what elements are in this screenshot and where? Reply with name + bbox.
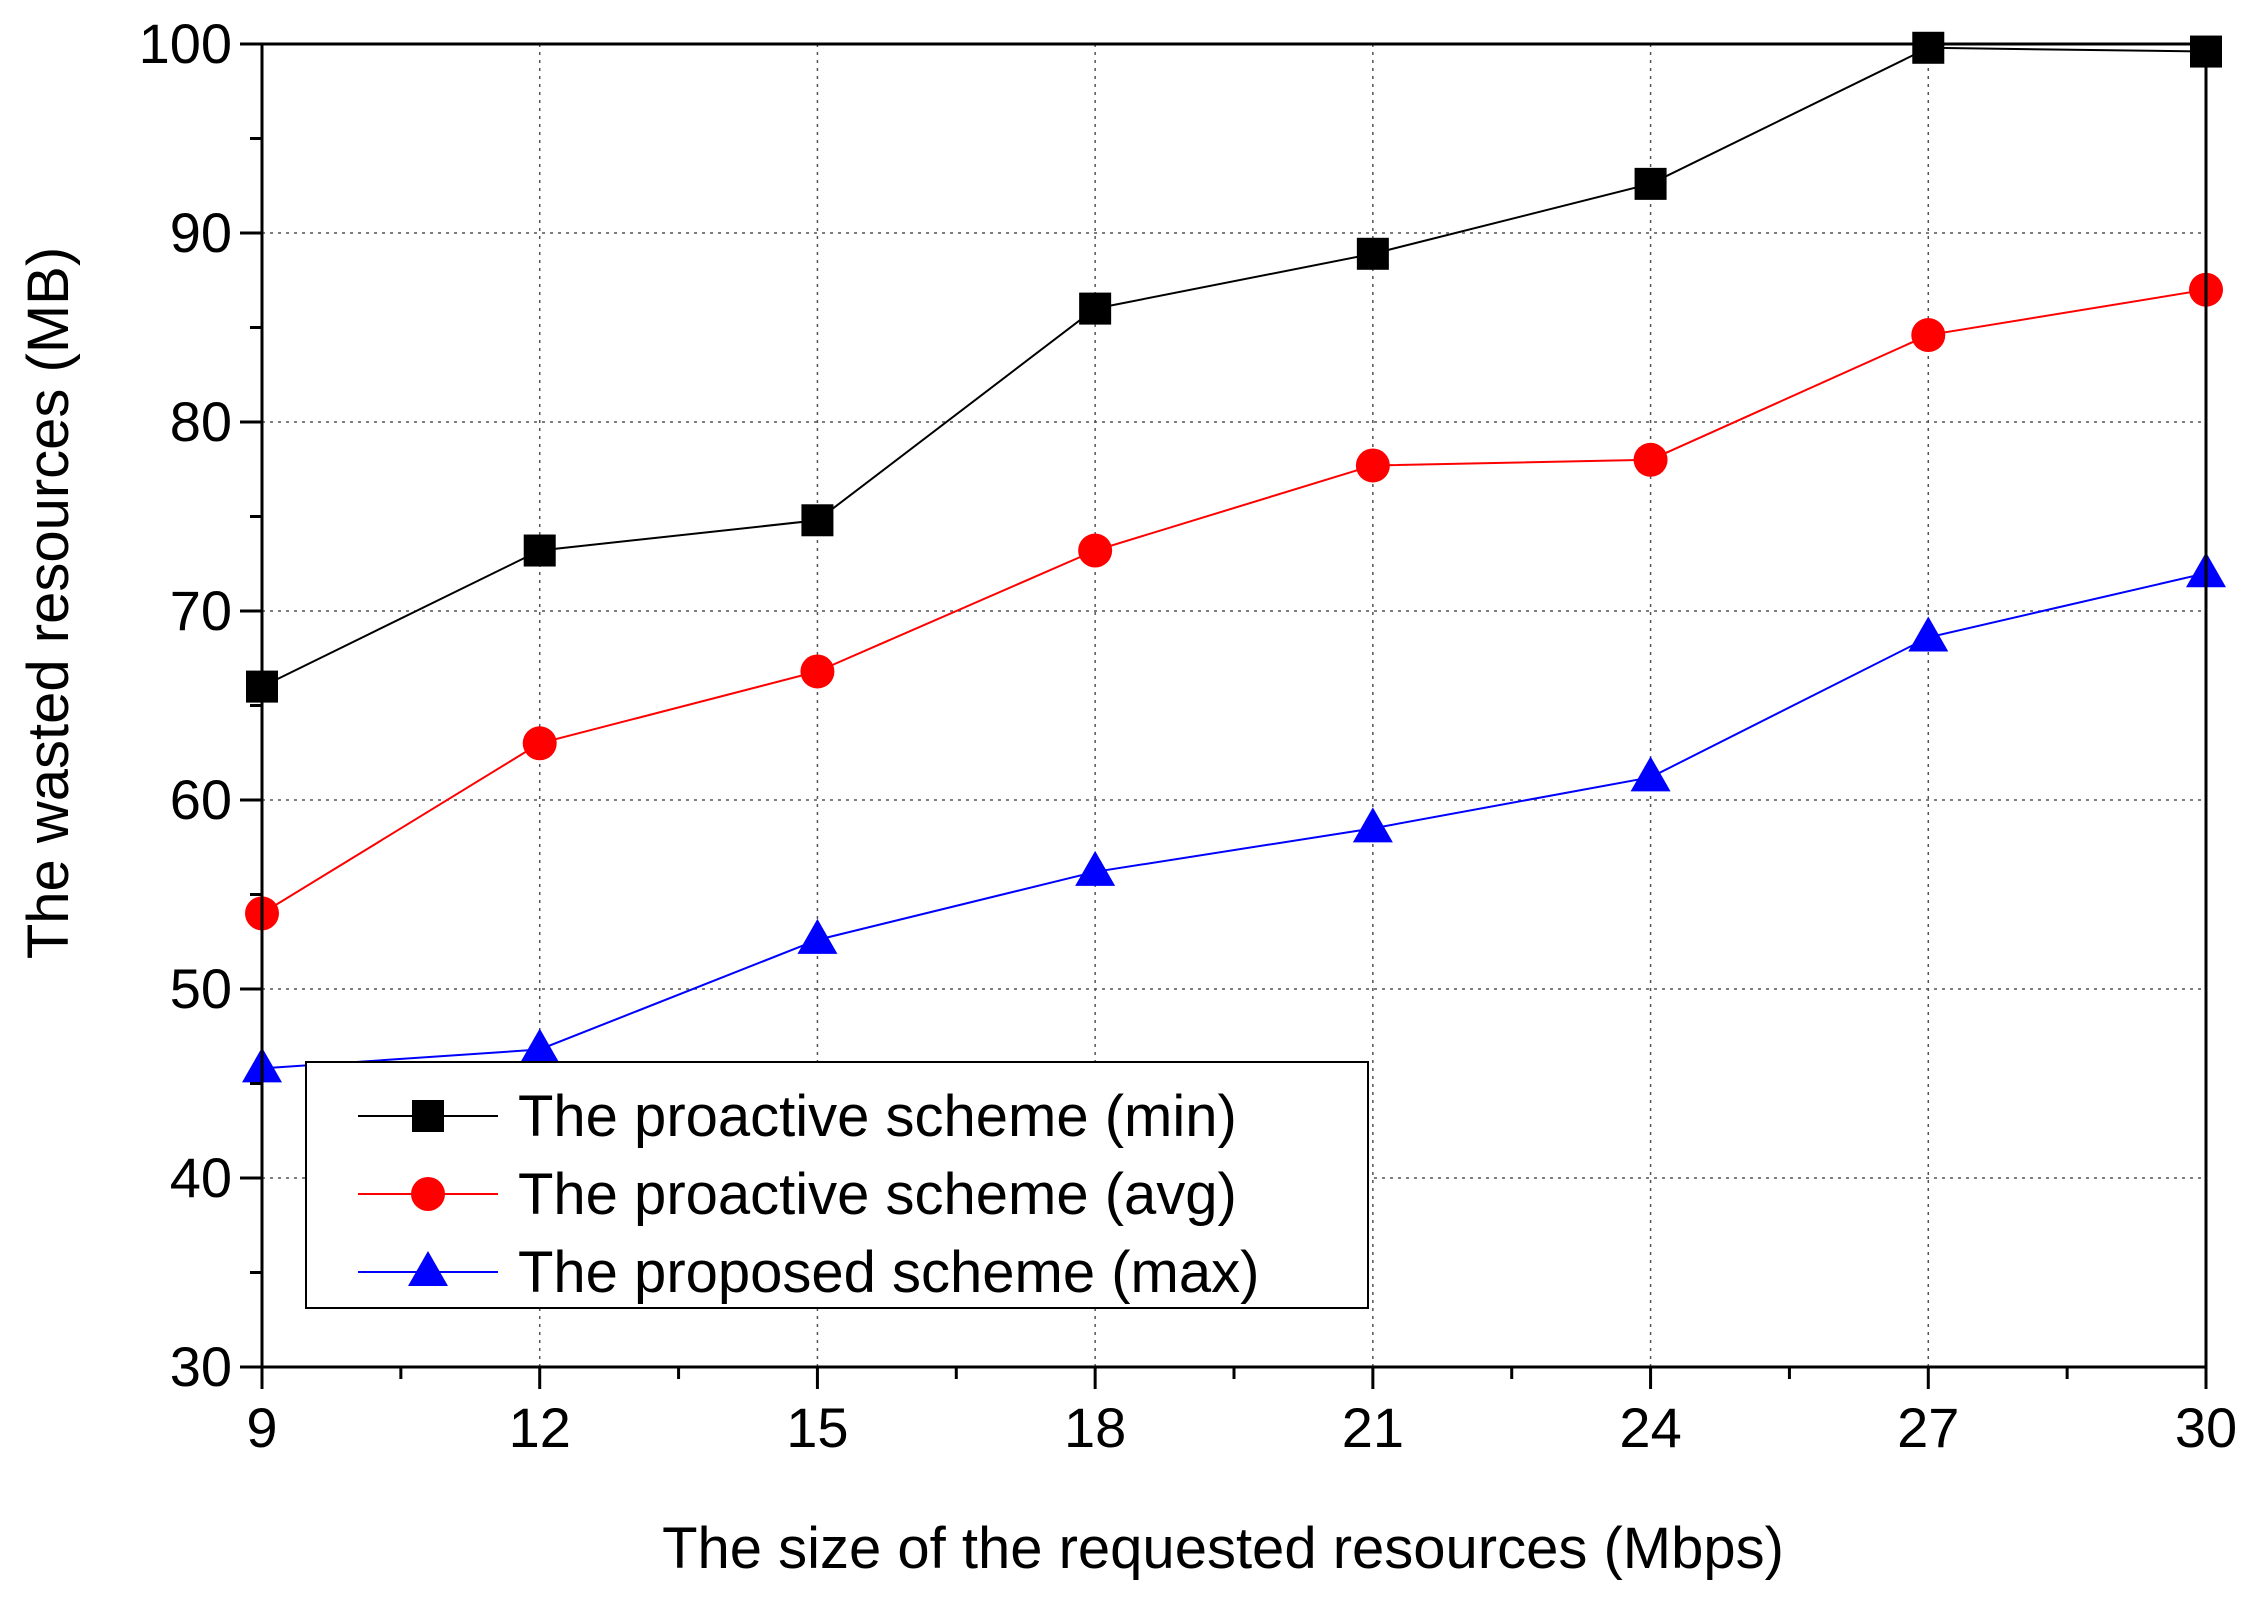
legend-marker-triangle (408, 1251, 448, 1286)
data-point-triangle (1908, 616, 1949, 652)
data-point-square (1356, 237, 1389, 270)
data-point-triangle (1075, 850, 1116, 886)
data-point-triangle (519, 1028, 560, 1064)
y-tick-label: 70 (170, 579, 232, 642)
legend-label: The proposed scheme (max) (518, 1240, 1259, 1305)
y-axis-label: The wasted resources (MB) (16, 247, 81, 959)
series-2 (245, 272, 2223, 931)
data-point-square (523, 534, 556, 567)
series-line (261, 46, 2207, 688)
series-line (261, 288, 2207, 915)
x-tick-label: 12 (509, 1396, 571, 1459)
data-point-circle (800, 654, 835, 689)
series-line (261, 572, 2207, 1070)
legend: The proactive scheme (min) The proactive … (305, 1061, 1369, 1309)
y-tick-label: 60 (170, 768, 232, 831)
data-point-square (801, 504, 834, 537)
data-point-triangle (1352, 807, 1393, 843)
x-tick-label: 18 (1064, 1396, 1126, 1459)
y-tick-label: 80 (170, 390, 232, 453)
legend-marker-circle (411, 1177, 445, 1211)
x-tick-label: 30 (2175, 1396, 2237, 1459)
y-tick-label: 90 (170, 201, 232, 264)
data-point-circle (522, 726, 557, 761)
data-point-square (1634, 167, 1667, 200)
data-point-triangle (797, 918, 838, 954)
x-tick-label: 27 (1897, 1396, 1959, 1459)
legend-marker-square (412, 1100, 444, 1132)
y-tick-label: 30 (170, 1335, 232, 1398)
y-tick-labels: 30 40 50 60 70 80 90 100 (139, 12, 232, 1398)
data-point-circle (1078, 533, 1113, 568)
axis-ticks (240, 42, 2208, 1389)
data-point-circle (1355, 448, 1390, 483)
legend-label: The proactive scheme (avg) (518, 1162, 1237, 1227)
legend-box (305, 1061, 1369, 1309)
x-axis-label: The size of the requested resources (Mbp… (662, 1516, 1784, 1581)
x-tick-labels: 9 12 15 18 21 24 27 30 (246, 1396, 2237, 1459)
data-point-square (1912, 31, 1945, 64)
y-tick-label: 100 (139, 12, 232, 75)
x-tick-label: 9 (246, 1396, 277, 1459)
y-tick-label: 40 (170, 1146, 232, 1209)
x-tick-label: 21 (1342, 1396, 1404, 1459)
y-tick-label: 50 (170, 957, 232, 1020)
series-3 (242, 552, 2226, 1083)
data-point-circle (1633, 442, 1668, 477)
x-tick-label: 15 (786, 1396, 848, 1459)
legend-label: The proactive scheme (min) (518, 1084, 1237, 1149)
legend-item: The proactive scheme (min) (358, 1084, 1237, 1149)
legend-item: The proactive scheme (avg) (358, 1162, 1237, 1227)
data-point-triangle (1630, 756, 1671, 792)
data-point-square (1079, 292, 1112, 325)
x-tick-label: 24 (1619, 1396, 1681, 1459)
legend-item: The proposed scheme (max) (358, 1240, 1259, 1305)
series-1 (246, 31, 2222, 703)
data-point-circle (1911, 318, 1946, 353)
